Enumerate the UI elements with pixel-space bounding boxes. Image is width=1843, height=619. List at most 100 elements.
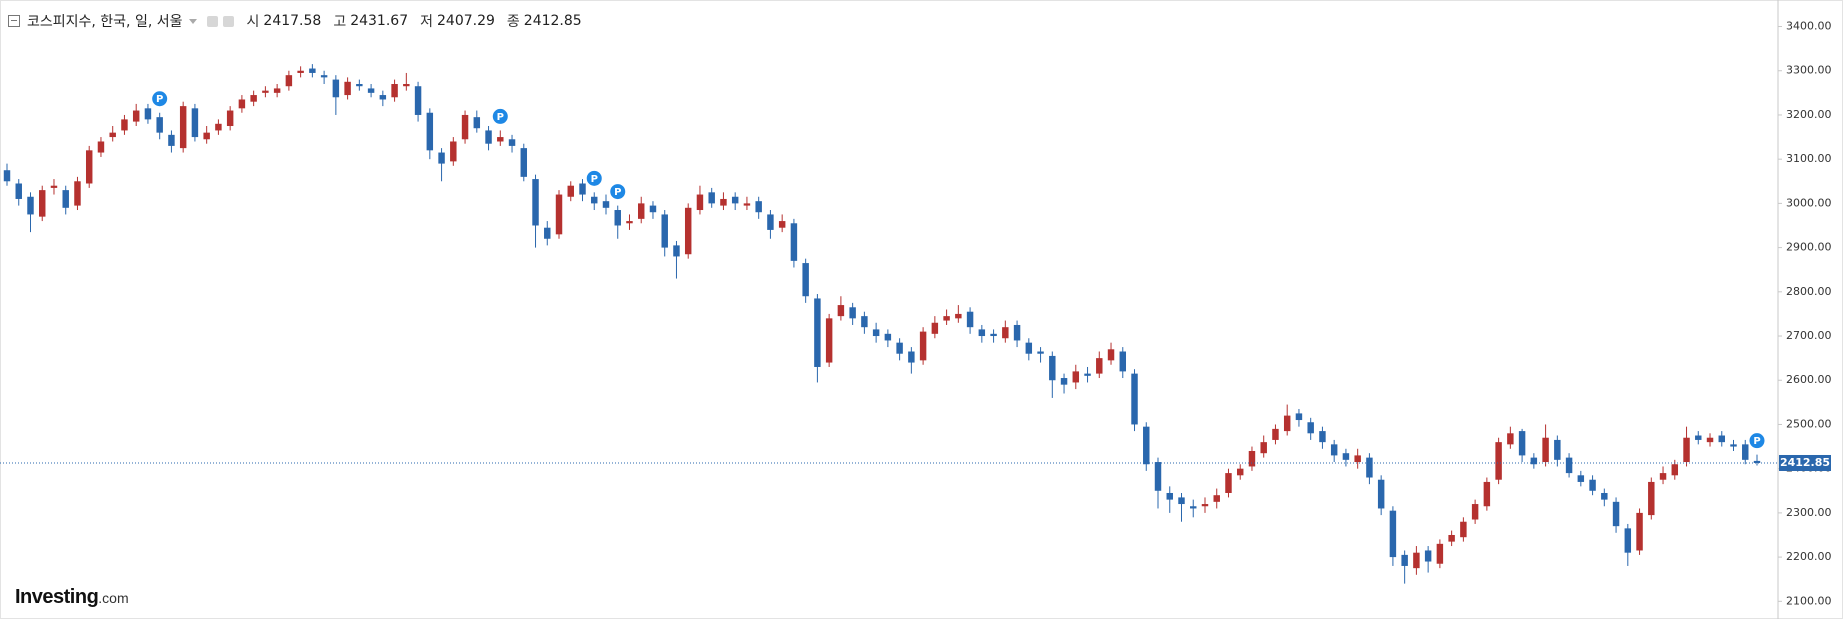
- candle-body: [1002, 327, 1009, 339]
- dropdown-caret[interactable]: [188, 18, 197, 24]
- collapse-icon[interactable]: [8, 15, 20, 27]
- candle-body: [1612, 501, 1620, 527]
- candle-body: [74, 181, 81, 206]
- candle-body: [731, 196, 739, 204]
- event-marker: [151, 90, 169, 108]
- candle-body: [1601, 492, 1608, 500]
- candle-body: [767, 214, 774, 230]
- candle-body: [367, 88, 375, 93]
- candle-body: [1013, 324, 1021, 341]
- candle-body: [1319, 431, 1326, 443]
- candle-body: [955, 313, 962, 319]
- candle-body: [1154, 462, 1162, 491]
- candle-body: [50, 185, 58, 188]
- candle-body: [1107, 349, 1115, 361]
- candle-body: [1119, 351, 1127, 372]
- event-marker: [491, 107, 509, 125]
- y-tick-label: 2700.00: [1786, 329, 1832, 342]
- high-label: 고: [333, 14, 347, 30]
- candles: [3, 64, 1761, 584]
- y-tick-label: 2100.00: [1786, 594, 1832, 607]
- last-price-label: 2412.85: [1780, 456, 1830, 469]
- candle-body: [132, 110, 140, 122]
- event-marker-label[interactable]: P: [591, 174, 598, 185]
- candle-body: [1190, 506, 1197, 509]
- candle-body: [966, 311, 974, 328]
- event-marker-label[interactable]: P: [497, 112, 504, 123]
- candle-body: [497, 137, 504, 142]
- event-marker-label[interactable]: P: [1753, 436, 1760, 447]
- low-value: 2407.29: [437, 13, 495, 29]
- candle-body: [461, 114, 469, 140]
- candle-body: [673, 245, 680, 257]
- close-label: 종: [506, 14, 520, 30]
- candle-body: [356, 84, 363, 87]
- candle-body: [1554, 439, 1561, 460]
- candle-body: [1695, 435, 1702, 440]
- candle-body: [109, 132, 116, 138]
- candle-body: [520, 148, 528, 177]
- candle-body: [778, 221, 786, 228]
- candle-body: [943, 316, 950, 321]
- candle-body: [344, 81, 351, 96]
- candle-body: [1589, 479, 1596, 491]
- candle-body: [1025, 342, 1033, 354]
- candle-body: [790, 223, 798, 261]
- event-marker: [1748, 432, 1766, 450]
- candle-body: [1636, 512, 1643, 551]
- candle-body: [825, 318, 833, 363]
- candle-body: [3, 170, 11, 182]
- candle-body: [1495, 442, 1502, 480]
- candle-body: [1624, 528, 1632, 553]
- candle-body: [1213, 495, 1220, 502]
- event-marker-label[interactable]: P: [614, 187, 621, 198]
- candle-body: [450, 141, 457, 162]
- event-marker-label[interactable]: P: [156, 94, 163, 105]
- candle-body: [1753, 460, 1761, 463]
- candle-body: [1706, 437, 1714, 443]
- candle-body: [1565, 457, 1573, 474]
- brand-logo[interactable]: Investing.com: [15, 586, 129, 609]
- candle-body: [1530, 457, 1538, 465]
- candle-body: [1507, 433, 1514, 445]
- candle-body: [861, 316, 868, 328]
- candle-body: [1460, 521, 1467, 538]
- candle-body: [919, 331, 927, 361]
- candle-body: [1377, 479, 1385, 509]
- brand-name: Investing: [15, 586, 99, 608]
- candle-body: [1718, 435, 1725, 443]
- settings-icon[interactable]: [206, 15, 218, 27]
- candle-body: [215, 123, 222, 131]
- candle-body: [1072, 371, 1080, 383]
- candle-body: [978, 329, 986, 337]
- candle-body: [179, 106, 187, 149]
- brand-suffix: .com: [98, 590, 129, 606]
- candle-body: [579, 183, 586, 195]
- candle-body: [1354, 455, 1361, 463]
- candle-body: [684, 207, 692, 255]
- candle-body: [1143, 426, 1150, 465]
- candle-body: [1272, 428, 1279, 440]
- candle-body: [1436, 543, 1444, 564]
- candle-body: [438, 152, 445, 164]
- visibility-icon[interactable]: [222, 15, 234, 27]
- candle-body: [191, 108, 199, 138]
- candle-body: [403, 84, 410, 87]
- candle-body: [156, 117, 163, 133]
- candle-body: [97, 141, 105, 153]
- y-tick-label: 2500.00: [1786, 417, 1832, 430]
- candle-body: [62, 190, 69, 208]
- low-label: 저: [420, 14, 433, 30]
- candle-body: [1389, 510, 1397, 558]
- candle-body: [908, 351, 915, 363]
- candle-body: [238, 99, 246, 109]
- candle-body: [1330, 444, 1338, 456]
- candle-body: [39, 190, 46, 217]
- candle-body: [814, 298, 821, 367]
- candle-body: [144, 108, 152, 120]
- candle-body: [473, 117, 481, 129]
- y-tick-label: 3300.00: [1786, 64, 1832, 77]
- candle-body: [273, 88, 281, 93]
- candle-body: [1060, 378, 1068, 385]
